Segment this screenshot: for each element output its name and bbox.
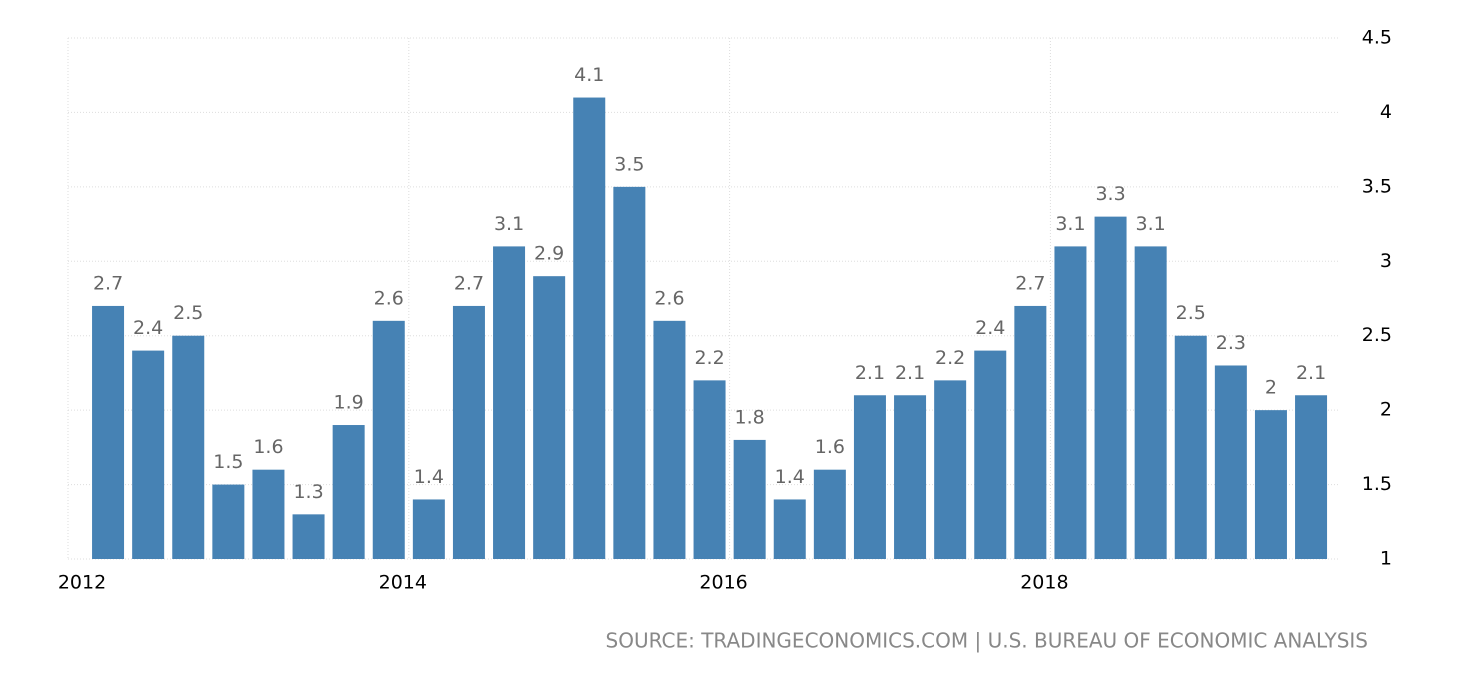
bar xyxy=(1295,395,1328,559)
value-label: 2.7 xyxy=(93,272,123,294)
value-label: 2.5 xyxy=(173,302,203,324)
value-label: 3.3 xyxy=(1095,183,1125,205)
value-label: 2.1 xyxy=(1296,362,1326,384)
x-tick-label: 2012 xyxy=(58,572,106,594)
bar xyxy=(1014,305,1047,559)
bar xyxy=(372,320,405,559)
value-label: 3.1 xyxy=(494,213,524,235)
value-label: 2.5 xyxy=(1176,302,1206,324)
value-label: 1.6 xyxy=(253,436,283,458)
value-label: 2.9 xyxy=(534,243,564,265)
y-tick-label: 1 xyxy=(1380,548,1392,570)
value-label: 2.4 xyxy=(975,317,1005,339)
bar xyxy=(1054,246,1087,559)
bar xyxy=(613,186,646,559)
bar xyxy=(733,439,766,559)
bar xyxy=(894,395,927,559)
value-label: 2.2 xyxy=(935,347,965,369)
bar xyxy=(92,305,125,559)
value-label: 1.5 xyxy=(213,451,243,473)
value-label: 3.1 xyxy=(1136,213,1166,235)
bar xyxy=(934,380,967,559)
x-tick-label: 2016 xyxy=(699,572,747,594)
bar xyxy=(533,276,566,559)
value-label: 4.1 xyxy=(574,64,604,86)
bar xyxy=(813,469,846,559)
y-tick-label: 1.5 xyxy=(1362,473,1392,495)
bar xyxy=(773,499,806,559)
bar xyxy=(974,350,1007,559)
value-label: 2.6 xyxy=(654,287,684,309)
value-label: 3.5 xyxy=(614,153,644,175)
value-label: 2.1 xyxy=(895,362,925,384)
value-label: 1.4 xyxy=(775,466,805,488)
bar xyxy=(1094,216,1127,559)
x-tick-label: 2014 xyxy=(379,572,427,594)
bar xyxy=(332,425,365,559)
y-tick-label: 3.5 xyxy=(1362,175,1392,197)
bar xyxy=(452,305,485,559)
value-label: 2.4 xyxy=(133,317,163,339)
value-label: 1.9 xyxy=(334,392,364,414)
source-note: SOURCE: TRADINGECONOMICS.COM | U.S. BURE… xyxy=(606,629,1368,653)
bar xyxy=(412,499,445,559)
value-label: 1.3 xyxy=(293,481,323,503)
value-label: 3.1 xyxy=(1055,213,1085,235)
bar xyxy=(1174,335,1207,559)
y-tick-label: 4 xyxy=(1380,101,1392,123)
y-tick-label: 4.5 xyxy=(1362,27,1392,49)
value-label: 2.3 xyxy=(1216,332,1246,354)
value-label: 2.7 xyxy=(454,272,484,294)
x-tick-label: 2018 xyxy=(1020,572,1068,594)
bar xyxy=(493,246,526,559)
value-label: 2.6 xyxy=(374,287,404,309)
value-label: 2.2 xyxy=(694,347,724,369)
value-label: 2.7 xyxy=(1015,272,1045,294)
value-label: 1.8 xyxy=(735,406,765,428)
bar xyxy=(172,335,205,559)
bar xyxy=(573,97,606,560)
value-label: 1.6 xyxy=(815,436,845,458)
bar xyxy=(693,380,726,559)
bar xyxy=(212,484,245,559)
value-label: 2 xyxy=(1265,377,1277,399)
bar xyxy=(1254,410,1287,559)
bar xyxy=(653,320,686,559)
y-tick-label: 2.5 xyxy=(1362,324,1392,346)
bar xyxy=(292,514,325,559)
bar xyxy=(252,469,285,559)
bar xyxy=(853,395,886,559)
bar xyxy=(1214,365,1247,559)
bar xyxy=(132,350,165,559)
y-tick-label: 2 xyxy=(1380,399,1392,421)
y-tick-label: 3 xyxy=(1380,250,1392,272)
value-label: 1.4 xyxy=(414,466,444,488)
bar xyxy=(1134,246,1167,559)
value-label: 2.1 xyxy=(855,362,885,384)
